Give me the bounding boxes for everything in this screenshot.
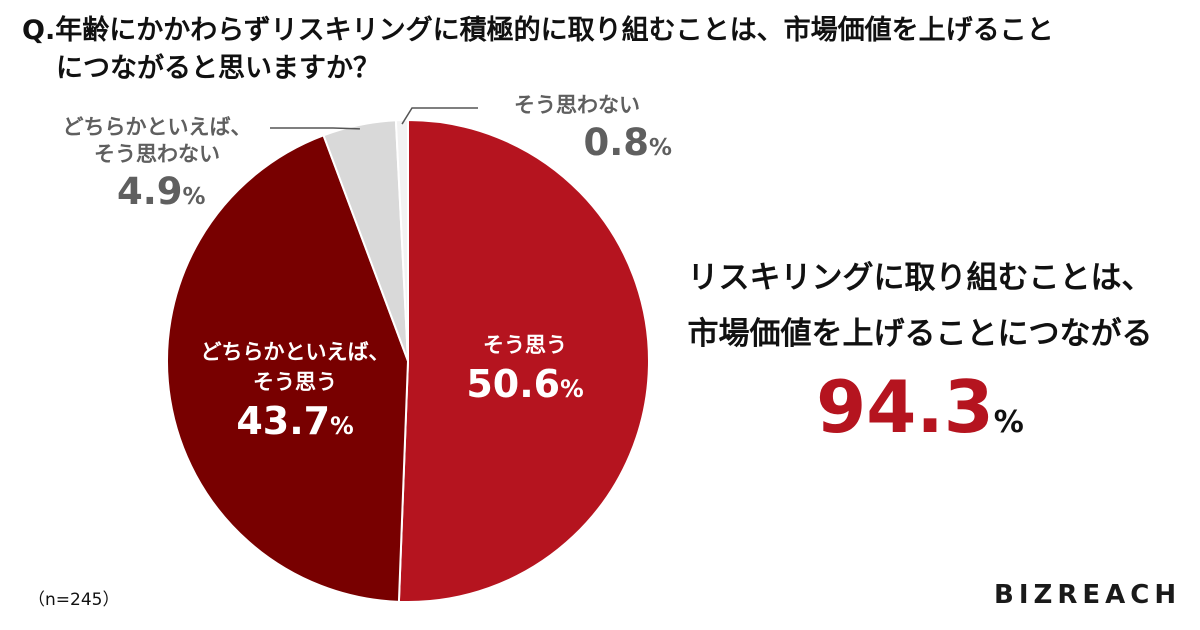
label-strongly-agree: そう思う 50.6% [435, 330, 615, 413]
summary-line-1: リスキリングに取り組むことは、 [687, 260, 1153, 296]
label-strongly-agree-value: 50.6% [466, 362, 584, 406]
bizreach-logo: BIZREACH [994, 580, 1182, 610]
label-somewhat-agree-name-2: そう思う [253, 370, 337, 394]
summary-total: 94.3% [640, 362, 1200, 452]
label-somewhat-disagree: どちらかといえば、 そう思わない 4.9% [42, 114, 272, 221]
slice-somewhat-agree [165, 134, 410, 603]
leader-line-somewhat-disagree [270, 127, 360, 130]
question-line-2: につながると思いますか？ [56, 53, 380, 84]
label-disagree-value: 0.8% [583, 121, 672, 164]
leader-lines [270, 107, 478, 130]
label-somewhat-agree-name-1: どちらかといえば、 [200, 340, 390, 364]
slice-disagree [394, 118, 409, 362]
slice-strongly-agree [397, 118, 650, 603]
label-somewhat-agree: どちらかといえば、 そう思う 43.7% [165, 337, 425, 450]
leader-line-disagree [401, 107, 478, 125]
label-disagree: そう思わない 0.8% [482, 92, 672, 172]
pie-slices [165, 118, 650, 603]
label-somewhat-disagree-name-2: そう思わない [94, 142, 220, 166]
label-somewhat-disagree-value: 4.9% [117, 170, 206, 213]
sample-size: （n=245） [28, 590, 120, 610]
summary-total-unit: % [993, 405, 1024, 440]
question-title: Q.年齢にかかわらずリスキリングに積極的に取り組むことは、市場価値を上げること … [22, 12, 1182, 88]
summary-callout: リスキリングに取り組むことは、 市場価値を上げることにつながる 94.3% [640, 250, 1200, 452]
summary-line-2: 市場価値を上げることにつながる [687, 316, 1153, 352]
label-strongly-agree-name: そう思う [483, 333, 567, 357]
question-line-1: Q.年齢にかかわらずリスキリングに積極的に取り組むことは、市場価値を上げること [22, 15, 1054, 46]
label-somewhat-disagree-name-1: どちらかといえば、 [62, 115, 252, 139]
label-disagree-name: そう思わない [514, 93, 640, 117]
summary-total-value: 94.3 [816, 365, 994, 449]
label-somewhat-agree-value: 43.7% [236, 399, 354, 443]
